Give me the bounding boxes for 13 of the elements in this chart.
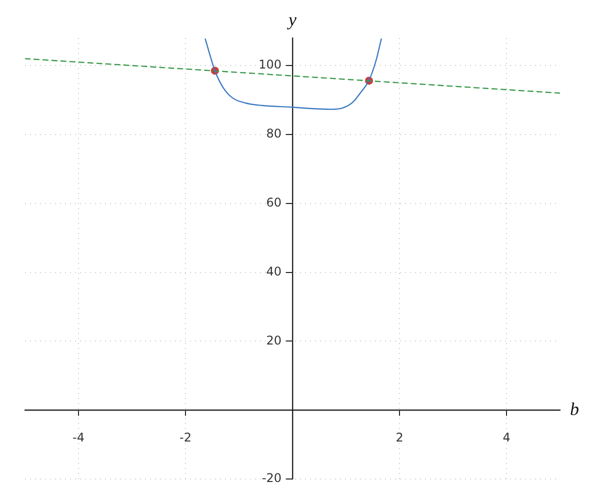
y-tick-label: 60 (266, 196, 282, 210)
y-tick-label: 80 (266, 126, 282, 141)
x-axis-title: b (570, 398, 579, 419)
x-tick-label: 4 (502, 430, 510, 444)
line-series (204, 38, 382, 110)
y-tick-label: 100 (258, 58, 282, 72)
x-tick-label: 2 (396, 430, 404, 444)
x-tick-label: -2 (180, 430, 192, 444)
y-tick-label: 40 (266, 264, 282, 278)
y-tick-label: 20 (266, 333, 282, 348)
x-tick-label: -4 (72, 430, 84, 444)
y-axis-title: y (286, 10, 296, 30)
y-tick-label: -20 (262, 471, 282, 486)
